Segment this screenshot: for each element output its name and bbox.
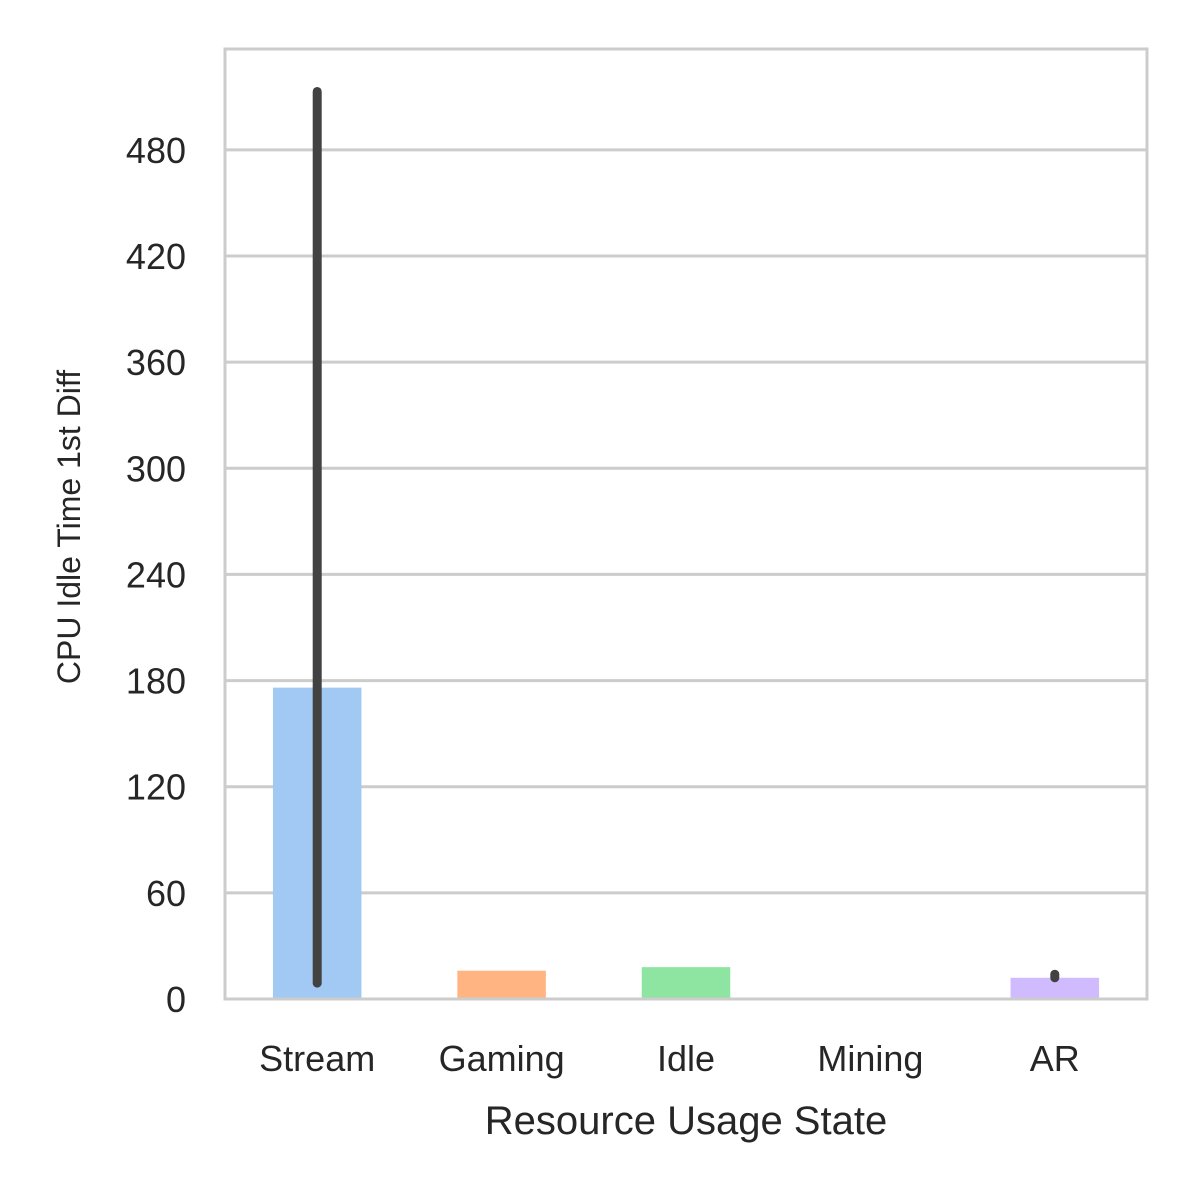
x-tick-label: Gaming bbox=[439, 1038, 565, 1079]
y-axis-label: CPU Idle Time 1st Diff bbox=[51, 370, 87, 684]
y-tick-label: 300 bbox=[126, 448, 186, 489]
grid-lines bbox=[225, 148, 1147, 895]
plot-background bbox=[225, 49, 1147, 999]
bar-idle bbox=[641, 967, 731, 999]
x-tick-label: AR bbox=[1030, 1038, 1080, 1079]
x-tick-labels: Stream Gaming Idle Mining AR bbox=[259, 1038, 1080, 1079]
y-tick-label: 120 bbox=[126, 767, 186, 808]
y-tick-label: 360 bbox=[126, 342, 186, 383]
bar-gaming bbox=[457, 970, 546, 999]
y-tick-label: 480 bbox=[126, 130, 186, 171]
error-bars bbox=[312, 86, 1060, 988]
x-tick-label: Stream bbox=[259, 1038, 375, 1079]
x-axis-label: Resource Usage State bbox=[485, 1099, 887, 1143]
bar-ar bbox=[1010, 977, 1100, 999]
y-tick-labels: 0 60 120 180 240 300 360 420 480 bbox=[126, 130, 186, 1020]
x-tick-label: Mining bbox=[817, 1038, 923, 1079]
x-tick-label: Idle bbox=[657, 1038, 715, 1079]
y-tick-label: 240 bbox=[126, 554, 186, 595]
y-tick-label: 180 bbox=[126, 661, 186, 702]
y-tick-label: 420 bbox=[126, 236, 186, 277]
y-tick-label: 60 bbox=[146, 873, 186, 914]
y-tick-label: 0 bbox=[166, 979, 186, 1020]
plot-frame bbox=[223, 47, 1149, 1001]
